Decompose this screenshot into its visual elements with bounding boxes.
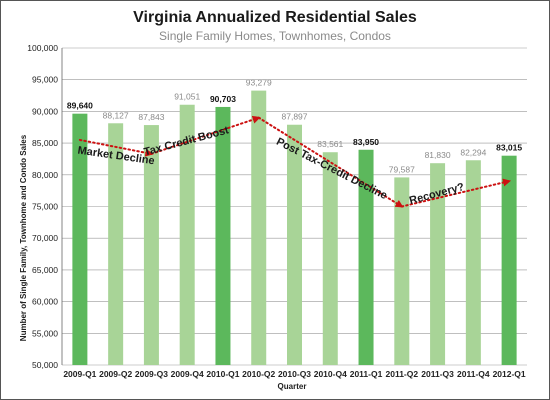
x-tick-label: 2010-Q4 bbox=[314, 369, 347, 379]
x-axis-label: Quarter bbox=[278, 382, 307, 391]
bar bbox=[322, 152, 338, 365]
x-tick-label: 2010-Q2 bbox=[242, 369, 275, 379]
bars bbox=[72, 90, 517, 366]
data-label: 90,703 bbox=[210, 94, 236, 104]
y-tick-label: 80,000 bbox=[32, 170, 58, 180]
bar bbox=[72, 113, 88, 365]
x-tick-label: 2010-Q3 bbox=[278, 369, 311, 379]
bar bbox=[501, 155, 517, 365]
bar bbox=[465, 160, 481, 365]
chart-title: Virginia Annualized Residential Sales bbox=[133, 9, 417, 26]
x-tick-label: 2009-Q2 bbox=[99, 369, 132, 379]
bar bbox=[215, 106, 231, 365]
bar bbox=[143, 125, 159, 365]
data-label: 93,279 bbox=[246, 78, 272, 88]
x-tick-label: 2012-Q1 bbox=[493, 369, 526, 379]
y-tick-label: 100,000 bbox=[27, 43, 58, 53]
data-label: 83,950 bbox=[353, 137, 379, 147]
trend-line bbox=[78, 115, 512, 208]
y-tick-label: 50,000 bbox=[32, 360, 58, 370]
trend-segment bbox=[78, 138, 154, 157]
y-tick-label: 95,000 bbox=[32, 75, 58, 85]
chart-subtitle: Single Family Homes, Townhomes, Condos bbox=[159, 29, 391, 43]
x-tick-label: 2011-Q2 bbox=[385, 369, 418, 379]
x-tick-label: 2011-Q4 bbox=[457, 369, 490, 379]
trend-segment bbox=[257, 116, 404, 208]
y-axis-ticks: 50,000 55,000 60,000 65,000 70,000 75,000 80,0… bbox=[27, 43, 58, 370]
x-tick-label: 2009-Q3 bbox=[135, 369, 168, 379]
data-label: 81,830 bbox=[425, 150, 451, 160]
x-axis-ticks: 2009-Q1 2009-Q2 2009-Q3 2009-Q4 2010-Q1 2010-… bbox=[63, 369, 526, 379]
x-tick-label: 2011-Q3 bbox=[421, 369, 454, 379]
x-tick-label: 2009-Q1 bbox=[63, 369, 96, 379]
y-tick-label: 85,000 bbox=[32, 138, 58, 148]
bar bbox=[251, 90, 267, 365]
bar bbox=[358, 149, 374, 365]
data-label: 87,897 bbox=[282, 112, 308, 122]
bar bbox=[179, 104, 195, 365]
y-axis-label: Number of Single Family, Townhome and Co… bbox=[19, 134, 28, 341]
data-label: 91,051 bbox=[174, 92, 200, 102]
bar bbox=[394, 177, 410, 365]
x-tick-label: 2009-Q4 bbox=[171, 369, 204, 379]
data-label: 88,127 bbox=[103, 110, 129, 120]
bar bbox=[287, 124, 302, 365]
y-tick-label: 70,000 bbox=[32, 233, 58, 243]
data-label: 83,561 bbox=[317, 139, 343, 149]
data-label: 83,015 bbox=[496, 143, 522, 153]
data-label: 82,294 bbox=[460, 147, 486, 157]
x-tick-label: 2010-Q1 bbox=[206, 369, 239, 379]
y-tick-label: 60,000 bbox=[32, 297, 58, 307]
bar bbox=[430, 163, 446, 365]
y-tick-label: 90,000 bbox=[32, 106, 58, 116]
data-label: 87,843 bbox=[138, 112, 164, 122]
trend-segment bbox=[400, 178, 512, 208]
y-tick-label: 75,000 bbox=[32, 202, 58, 212]
data-label: 89,640 bbox=[67, 101, 93, 111]
y-tick-label: 65,000 bbox=[32, 265, 58, 275]
data-label: 79,587 bbox=[389, 164, 415, 174]
bar bbox=[108, 123, 124, 366]
x-tick-label: 2011-Q1 bbox=[350, 369, 383, 379]
y-tick-label: 55,000 bbox=[32, 328, 58, 338]
trend-segment bbox=[150, 115, 261, 155]
value-labels: 89,640 88,127 87,843 91,051 90,703 93,279 87,8… bbox=[67, 78, 523, 175]
